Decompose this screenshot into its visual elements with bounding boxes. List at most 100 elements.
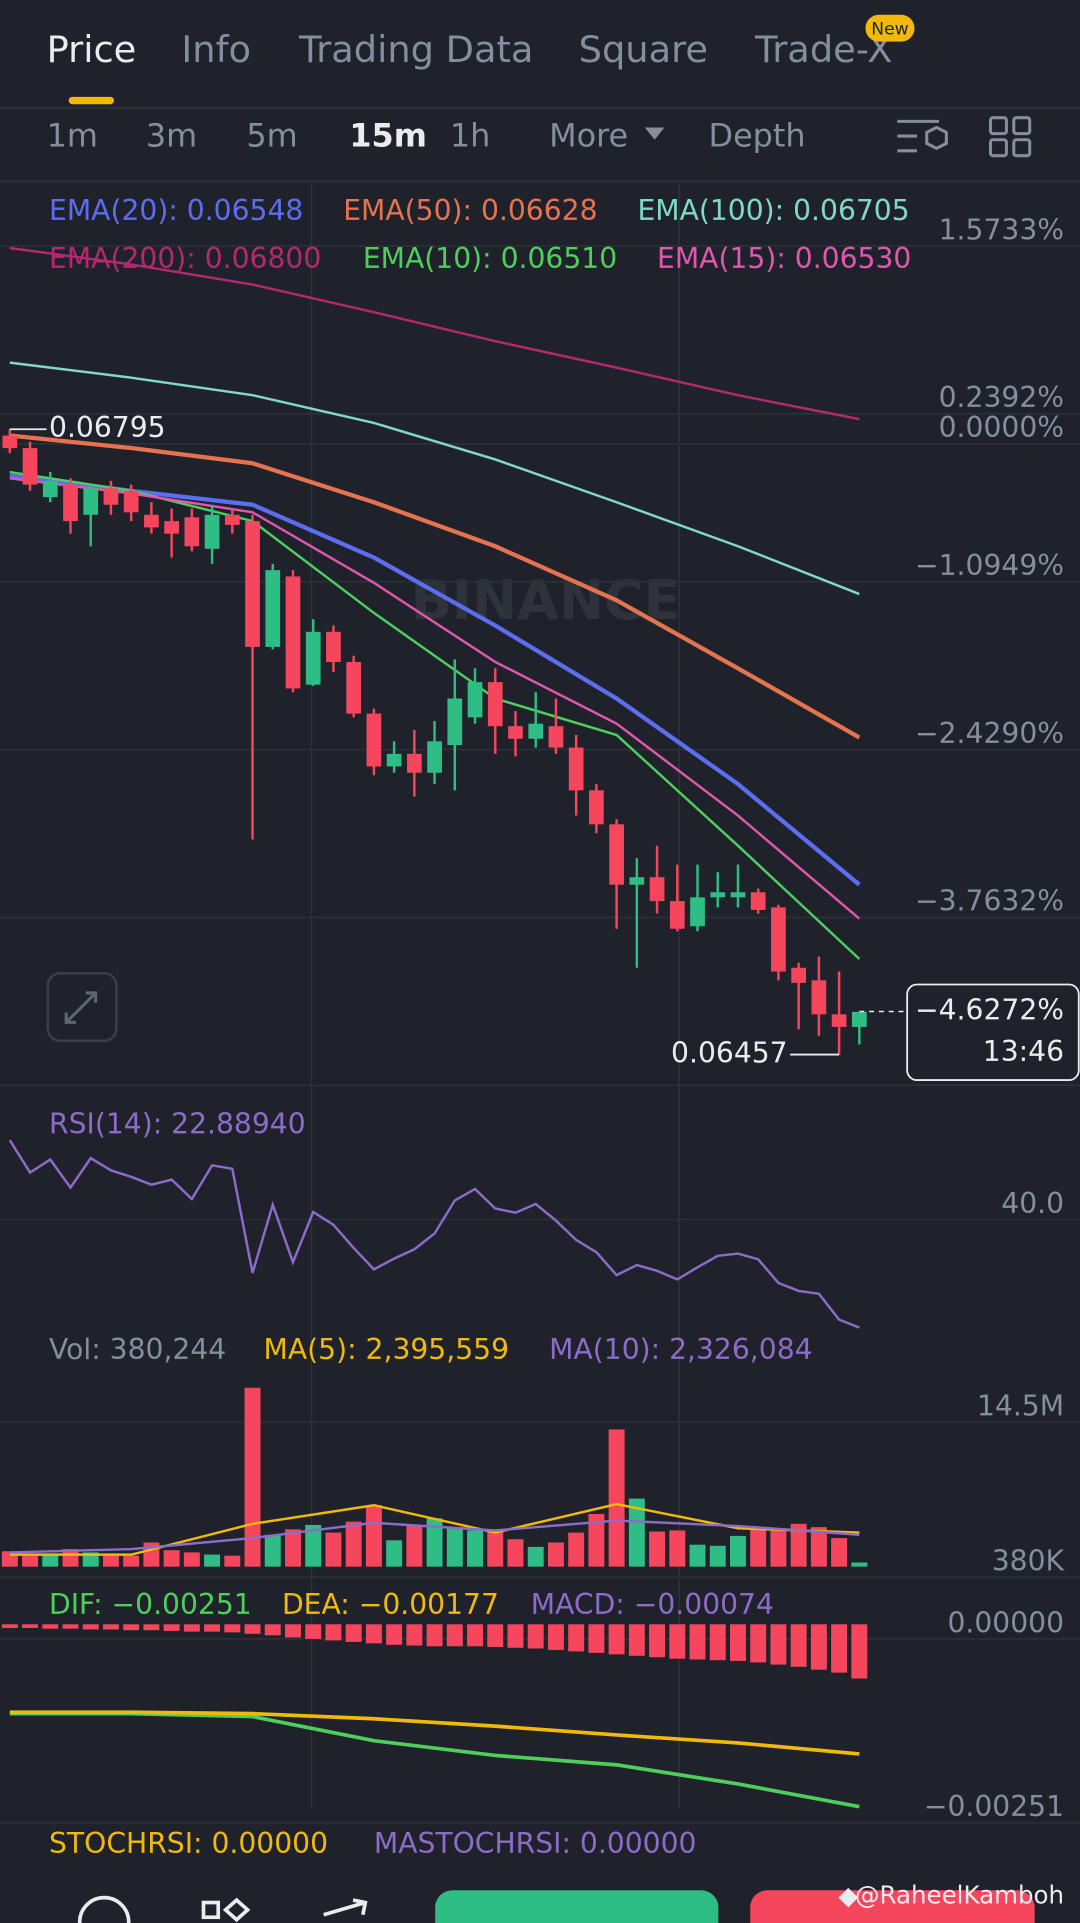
legend-entry: MA(10): 2,326,084 — [549, 1333, 812, 1366]
macd-bar — [183, 1624, 200, 1632]
volume-bar — [345, 1521, 362, 1567]
y-tick-label: 380K — [992, 1544, 1066, 1577]
credit-logo — [838, 1887, 859, 1908]
interval[interactable]: 15m — [349, 116, 427, 154]
macd-bar — [345, 1624, 362, 1642]
indicator-line — [9, 246, 860, 421]
volume-bar — [305, 1524, 322, 1567]
macd-bar — [406, 1624, 423, 1646]
candle-body — [447, 698, 463, 746]
tab[interactable]: Trading Data — [298, 28, 533, 71]
volume-bar — [669, 1530, 686, 1567]
more-icon[interactable] — [77, 1895, 131, 1923]
settings-icon[interactable] — [897, 119, 948, 153]
volume-bar — [507, 1539, 524, 1567]
volume-bar — [770, 1528, 787, 1567]
expand-button[interactable] — [46, 972, 118, 1042]
macd-bar — [22, 1624, 39, 1628]
indicator-line — [9, 361, 860, 596]
tools-icon[interactable] — [201, 1897, 251, 1923]
y-tick-label: 1.5733% — [939, 213, 1064, 246]
macd-bar — [487, 1624, 504, 1648]
buy-button[interactable] — [435, 1890, 719, 1923]
volume-bar — [224, 1555, 241, 1567]
legend-entry: EMA(20): 0.06548 — [49, 194, 303, 227]
candle-body — [366, 713, 382, 767]
legend-entry: EMA(15): 0.06530 — [657, 242, 911, 275]
volume-bar — [649, 1531, 666, 1567]
candle-body — [22, 448, 38, 485]
macd-bar — [588, 1624, 605, 1653]
current-price: −4.6272% — [915, 993, 1064, 1026]
macd-bar — [790, 1624, 807, 1667]
candle-body — [184, 517, 200, 547]
indicator-line — [9, 1519, 860, 1554]
candle-body — [103, 488, 119, 505]
macd-bar — [365, 1624, 382, 1644]
indicator-label: MASTOCHRSI: 0.00000 — [374, 1827, 697, 1860]
volume-bar — [810, 1527, 827, 1567]
legend-entry: MACD: −0.00074 — [531, 1588, 774, 1621]
interval[interactable]: 1m — [47, 116, 98, 154]
candle-body — [548, 726, 564, 748]
macd-bar — [446, 1624, 463, 1647]
macd-bar — [547, 1624, 564, 1650]
volume-bar — [750, 1528, 767, 1567]
volume-bar — [42, 1554, 59, 1567]
macd-bar — [730, 1624, 746, 1661]
volume-bar — [608, 1429, 625, 1567]
y-tick-label: 0.00000 — [947, 1606, 1064, 1639]
candle-body — [730, 892, 746, 898]
macd-bar — [770, 1624, 787, 1665]
legend-entry: DIF: −0.00251 — [49, 1588, 252, 1621]
candle-body — [629, 877, 645, 885]
draw-icon[interactable] — [323, 1898, 368, 1917]
chart-title: Vol: 380,244 — [49, 1333, 226, 1366]
volume-bar — [406, 1524, 423, 1567]
candle-body — [346, 662, 362, 714]
tab[interactable]: Square — [579, 28, 708, 71]
candle-body — [831, 1014, 847, 1027]
volume-bar — [689, 1544, 706, 1567]
candle-body — [811, 980, 827, 1015]
sell-button[interactable] — [750, 1890, 1035, 1923]
macd-bar — [386, 1624, 403, 1645]
interval[interactable]: 3m — [146, 116, 197, 154]
interval[interactable]: 5m — [246, 116, 297, 154]
volume-bar — [709, 1545, 726, 1567]
volume-bar — [467, 1530, 483, 1567]
y-tick-label: 40.0 — [1001, 1187, 1064, 1220]
volume-bar — [851, 1562, 868, 1567]
volume-bar — [204, 1554, 221, 1567]
interval[interactable]: More — [549, 116, 628, 154]
candle-body — [669, 901, 685, 929]
candle-body — [245, 521, 260, 647]
candle-body — [164, 521, 179, 534]
badge — [865, 14, 915, 42]
volume-bar — [264, 1534, 281, 1567]
macd-bar — [426, 1624, 443, 1647]
candle-body — [406, 753, 422, 773]
countdown: 13:46 — [983, 1035, 1064, 1068]
candle-body — [42, 480, 58, 498]
tab[interactable]: Info — [181, 28, 251, 71]
macd-bar — [831, 1624, 848, 1673]
credit: @RaheelKamboh — [855, 1880, 1064, 1909]
candle-body — [386, 753, 402, 767]
macd-bar — [285, 1624, 301, 1638]
candle-body — [427, 741, 442, 773]
macd-bar — [305, 1624, 322, 1639]
volume-bar — [628, 1498, 645, 1567]
interval[interactable]: 1h — [450, 116, 490, 154]
dropdown-arrow — [644, 127, 665, 140]
indicator-line — [9, 473, 861, 887]
tab[interactable]: Price — [47, 28, 137, 71]
layout-icon[interactable] — [988, 116, 1032, 158]
candle-body — [63, 484, 78, 522]
interval[interactable]: Depth — [709, 116, 806, 154]
candle-body — [710, 892, 726, 898]
macd-bar — [224, 1624, 241, 1633]
watermark: BINANCE — [411, 569, 681, 632]
macd-bar — [750, 1624, 767, 1663]
legend-entry: EMA(50): 0.06628 — [343, 194, 597, 227]
